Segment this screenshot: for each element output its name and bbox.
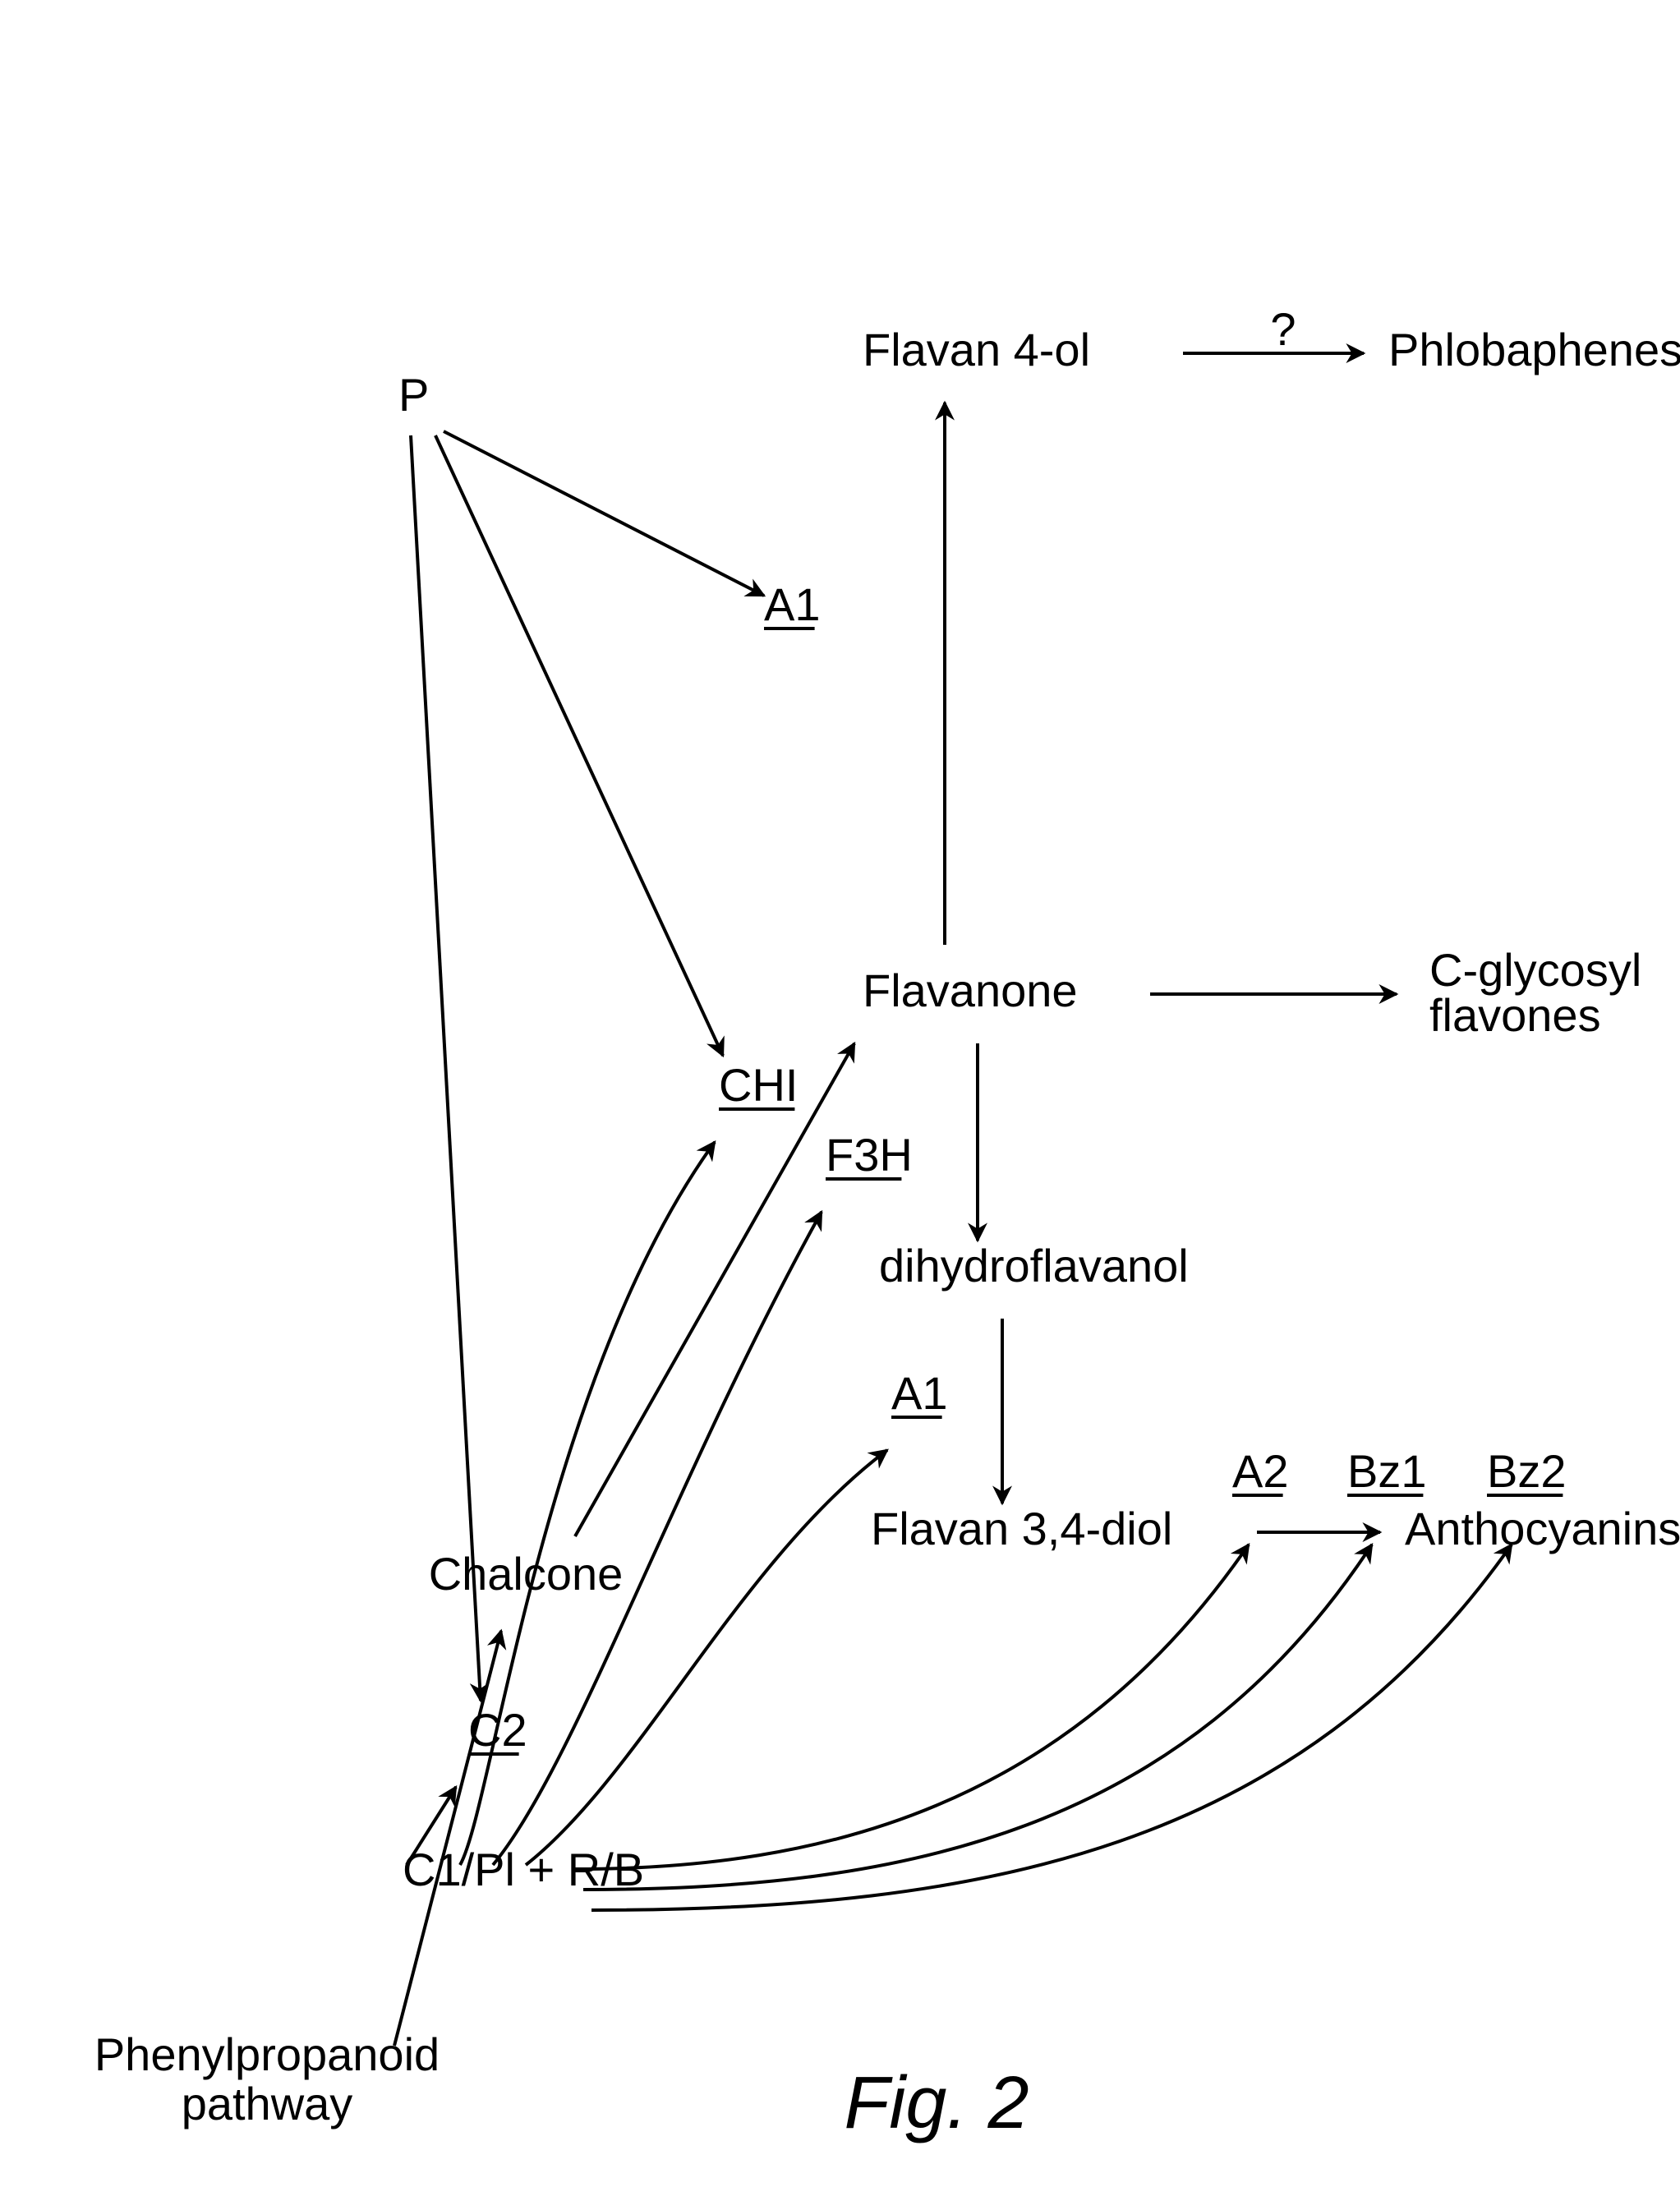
edge-reg-to-bz1 [583,1545,1372,1890]
node-phlobaphenes: Phlobaphenes [1388,324,1680,375]
node-enzyme_c2: C2 [468,1704,527,1756]
edge-p-to-chi [435,435,723,1056]
edge-reg-to-f3h [493,1212,822,1865]
node-regulator_p: P [398,369,429,421]
node-enzyme_a1_top: A1 [764,578,821,630]
node-cglycosyl_l2: flavones [1429,989,1601,1041]
node-anthocyanins: Anthocyanins [1405,1503,1680,1554]
edge-p-to-c2 [411,435,481,1701]
node-flavan34diol: Flavan 3,4-diol [871,1503,1172,1554]
node-regulator_cprb: C1/Pl + R/B [403,1844,644,1895]
node-phenylpropanoid_l1: Phenylpropanoid [94,2028,440,2080]
edge-chalcone-to-flavanone [575,1043,854,1536]
edge-phenyl-to-chalcone [394,1631,501,2046]
node-enzyme_bz2: Bz2 [1487,1445,1567,1497]
node-chalcone: Chalcone [429,1548,624,1600]
node-enzyme_a2: A2 [1232,1445,1289,1497]
node-flavanone: Flavanone [863,965,1078,1016]
node-enzyme_f3h: F3H [826,1129,913,1181]
node-phenylpropanoid_l2: pathway [182,2078,353,2129]
node-enzyme_a1_bot: A1 [891,1367,948,1419]
node-cglycosyl_l1: C-glycosyl [1429,944,1641,996]
edge-p-to-a1top [444,431,764,596]
node-flavan4ol: Flavan 4-ol [863,324,1090,375]
node-enzyme_chi: CHI [719,1059,798,1111]
node-question_mark: ? [1270,303,1296,355]
node-enzyme_bz1: Bz1 [1347,1445,1427,1497]
edge-reg-to-a1b [526,1450,887,1865]
figure-caption: Fig. 2 [844,2062,1029,2144]
edge-reg-to-a2 [575,1545,1249,1869]
node-dihydroflavanol: dihydroflavanol [879,1240,1189,1291]
pathway-diagram: Phenylpropanoidpathway Chalcone Flavanone F… [0,0,1680,2210]
edge-reg-to-bz2 [591,1545,1512,1910]
